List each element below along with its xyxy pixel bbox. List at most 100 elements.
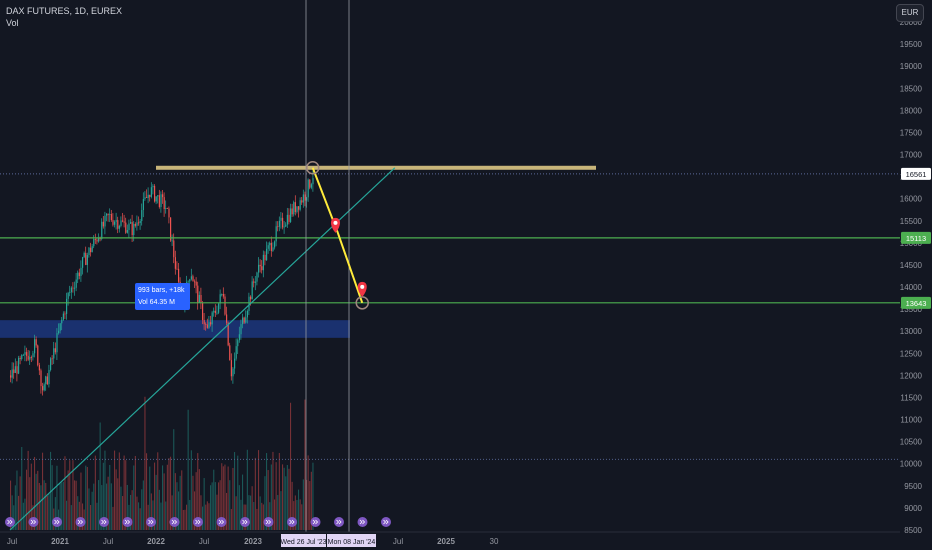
candle-body [86,255,88,265]
volume-bar [163,473,165,530]
candle-body [267,245,269,249]
candle-body [48,369,50,385]
candle-body [98,238,100,242]
candle-body [122,220,124,222]
volume-bar [16,470,18,530]
candle-body [227,322,229,346]
candle-body [269,242,271,246]
candle-body [133,224,135,236]
candle-body [234,358,236,369]
volume-bar [91,491,93,530]
volume-bar [267,470,269,530]
candle-body [90,247,92,253]
candle-body [222,294,224,297]
volume-bar [85,465,87,530]
candle-body [16,366,18,374]
candle-body [80,267,82,276]
candle-body [245,317,247,323]
volume-bar [189,499,191,530]
candle-body [150,187,152,197]
currency-button[interactable]: EUR [896,4,924,22]
candle-body [101,221,103,240]
candle-body [91,246,93,253]
candle-body [298,206,300,210]
volume-bar [187,409,189,530]
volume-bar [29,477,31,530]
volume-bar [288,468,290,530]
volume-bar [80,472,82,530]
candle-body [173,240,175,258]
candle-body [141,210,143,222]
volume-bar [216,494,218,530]
y-tick-label: 17500 [900,128,923,137]
candle-body [190,276,192,280]
symbol-title: DAX FUTURES, 1D, EUREX [6,6,123,16]
candle-body [32,353,34,358]
volume-bar [90,505,92,530]
candle-body [312,178,314,185]
y-tick-label: 11000 [900,416,922,425]
candle-body [58,330,60,334]
volume-bar [82,503,84,530]
y-tick-label: 18000 [900,106,923,115]
candle-body [282,217,284,228]
volume-bar [197,453,199,530]
volume-bar [19,476,21,530]
volume-bar [117,478,119,530]
y-tick-label: 12000 [900,371,923,380]
candle-body [43,384,45,391]
y-tick-label: 12500 [900,349,923,358]
volume-bar [232,467,234,530]
volume-bar [275,462,277,530]
candle-body [216,312,218,314]
candle-body [30,357,32,358]
volume-bar [304,399,306,530]
candle-body [66,298,68,314]
candle-body [155,196,157,202]
candle-body [299,200,301,210]
candle-body [189,279,191,282]
volume-bar [262,504,264,530]
projection-path [311,167,364,304]
volume-bar [269,502,271,530]
volume-bar [21,446,23,530]
volume-bar [298,489,300,530]
volume-bar [62,481,64,530]
volume-bar [35,473,37,530]
candle-body [29,357,31,360]
candle-body [62,313,64,320]
candle-body [296,206,298,212]
candle-body [238,334,240,341]
candle-body [123,221,125,223]
volume-bar [70,505,72,530]
price-tag [901,167,931,180]
volume-bar [306,479,308,530]
volume-bar [178,491,180,530]
volume-bar [106,483,108,530]
candle-body [126,230,128,233]
volume-bar [213,469,215,530]
volume-bar [283,467,285,530]
x-tick-label: 30 [490,537,499,546]
volume-bar [254,457,256,530]
volume-bar [190,450,192,530]
candle-body [14,366,16,373]
volume-bar [168,458,170,530]
volume-bar [134,455,136,530]
volume-bar [37,470,39,530]
candle-body [50,358,52,370]
volume-bar [136,496,138,530]
candle-body [290,208,292,222]
y-tick-label: 20000 [900,18,923,27]
event-arrow-icon [101,519,107,525]
candle-body [307,179,309,198]
volume-bar [102,462,104,530]
candle-body [109,214,111,215]
event-arrow-icon [383,519,389,525]
volume-bar [266,453,268,530]
candle-body [107,213,109,215]
volume-bar [258,450,260,530]
volume-bar [240,499,242,530]
price-tag [901,296,931,309]
